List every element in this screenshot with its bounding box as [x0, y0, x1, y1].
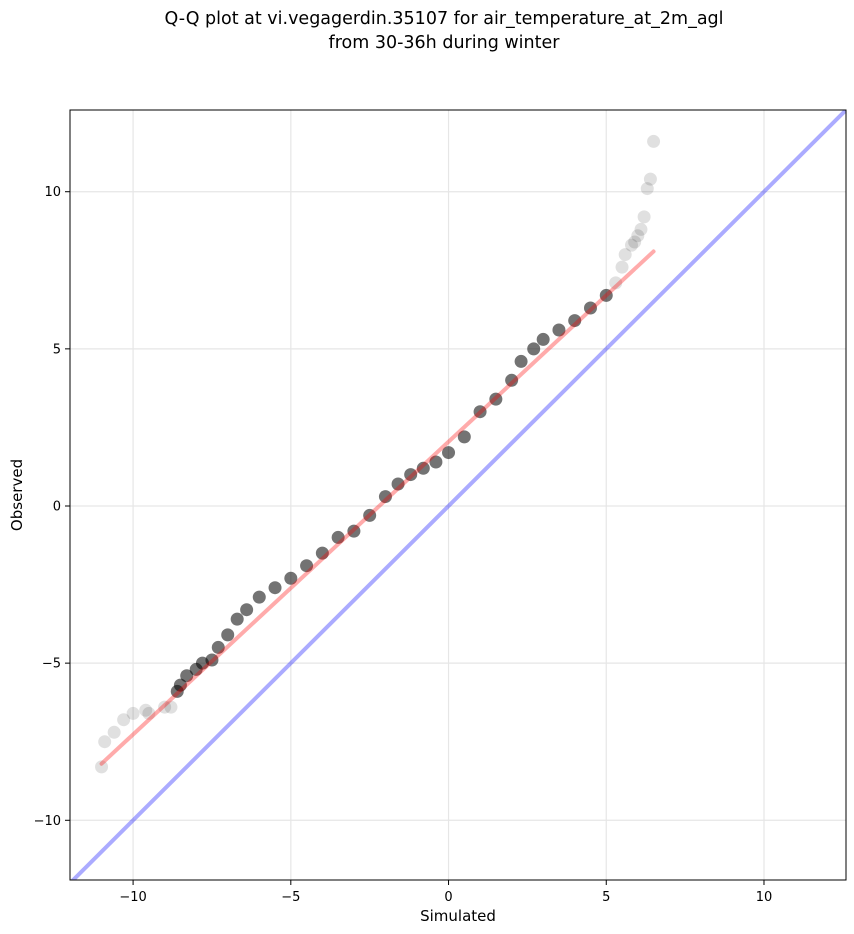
data-point — [107, 725, 121, 739]
data-point — [552, 323, 566, 337]
identity-line — [70, 110, 846, 880]
y-tick-label: −10 — [34, 814, 61, 829]
data-point — [489, 392, 503, 406]
data-point — [240, 603, 254, 617]
x-tick-label: −5 — [281, 890, 300, 905]
data-point — [173, 678, 187, 692]
y-axis-label: Observed — [8, 459, 26, 531]
data-point — [211, 640, 225, 654]
data-point — [628, 235, 642, 249]
axis-ticks: −10 −5 0 5 10 −10 −5 0 5 10 — [34, 185, 773, 905]
x-tick-label: 0 — [444, 890, 452, 905]
data-point — [505, 373, 519, 387]
y-tick-label: 10 — [44, 185, 61, 200]
data-point — [252, 590, 266, 604]
data-point — [599, 288, 613, 302]
data-point — [637, 210, 651, 224]
data-point — [643, 172, 657, 186]
data-point — [363, 508, 377, 522]
data-point — [609, 276, 623, 290]
data-point — [536, 332, 550, 346]
data-point — [429, 455, 443, 469]
data-point — [180, 669, 194, 683]
x-tick-label: −10 — [119, 890, 146, 905]
data-point — [618, 248, 632, 262]
quantile-points — [95, 134, 661, 774]
data-point — [98, 735, 112, 749]
data-point — [117, 713, 131, 727]
data-point — [268, 581, 282, 595]
data-point — [634, 222, 648, 236]
data-point — [473, 405, 487, 419]
data-point — [568, 314, 582, 328]
data-point — [514, 354, 528, 368]
data-point — [391, 477, 405, 491]
data-point — [95, 760, 109, 774]
data-point — [284, 571, 298, 585]
data-point — [378, 490, 392, 504]
x-tick-label: 10 — [756, 890, 773, 905]
data-point — [527, 342, 541, 356]
data-point — [615, 260, 629, 274]
data-point — [139, 703, 153, 717]
data-point — [300, 559, 314, 573]
data-point — [442, 446, 456, 460]
chart-title-line-1: Q-Q plot at vi.vegagerdin.35107 for air_… — [164, 9, 723, 29]
plot-frame — [69, 109, 847, 881]
x-tick-label: 5 — [602, 890, 610, 905]
data-point — [640, 182, 654, 196]
y-tick-label: −5 — [42, 657, 61, 672]
data-point — [347, 524, 361, 538]
plot-area — [70, 110, 846, 880]
fit-line — [99, 249, 656, 766]
data-point — [583, 301, 597, 315]
data-point — [331, 530, 345, 544]
data-point — [158, 700, 172, 714]
data-point — [315, 546, 329, 560]
y-tick-label: 5 — [53, 342, 61, 357]
data-point — [126, 706, 140, 720]
data-point — [142, 706, 156, 720]
data-point — [624, 238, 638, 252]
data-point — [221, 628, 235, 642]
chart-title-line-2: from 30-36h during winter — [329, 33, 561, 53]
data-point — [647, 134, 661, 148]
x-axis-label: Simulated — [420, 907, 496, 925]
data-point — [164, 700, 178, 714]
data-point — [230, 612, 244, 626]
data-point — [205, 653, 219, 667]
data-point — [631, 229, 645, 243]
data-point — [416, 461, 430, 475]
data-point — [404, 468, 418, 482]
data-point — [457, 430, 471, 444]
y-tick-label: 0 — [53, 500, 61, 515]
